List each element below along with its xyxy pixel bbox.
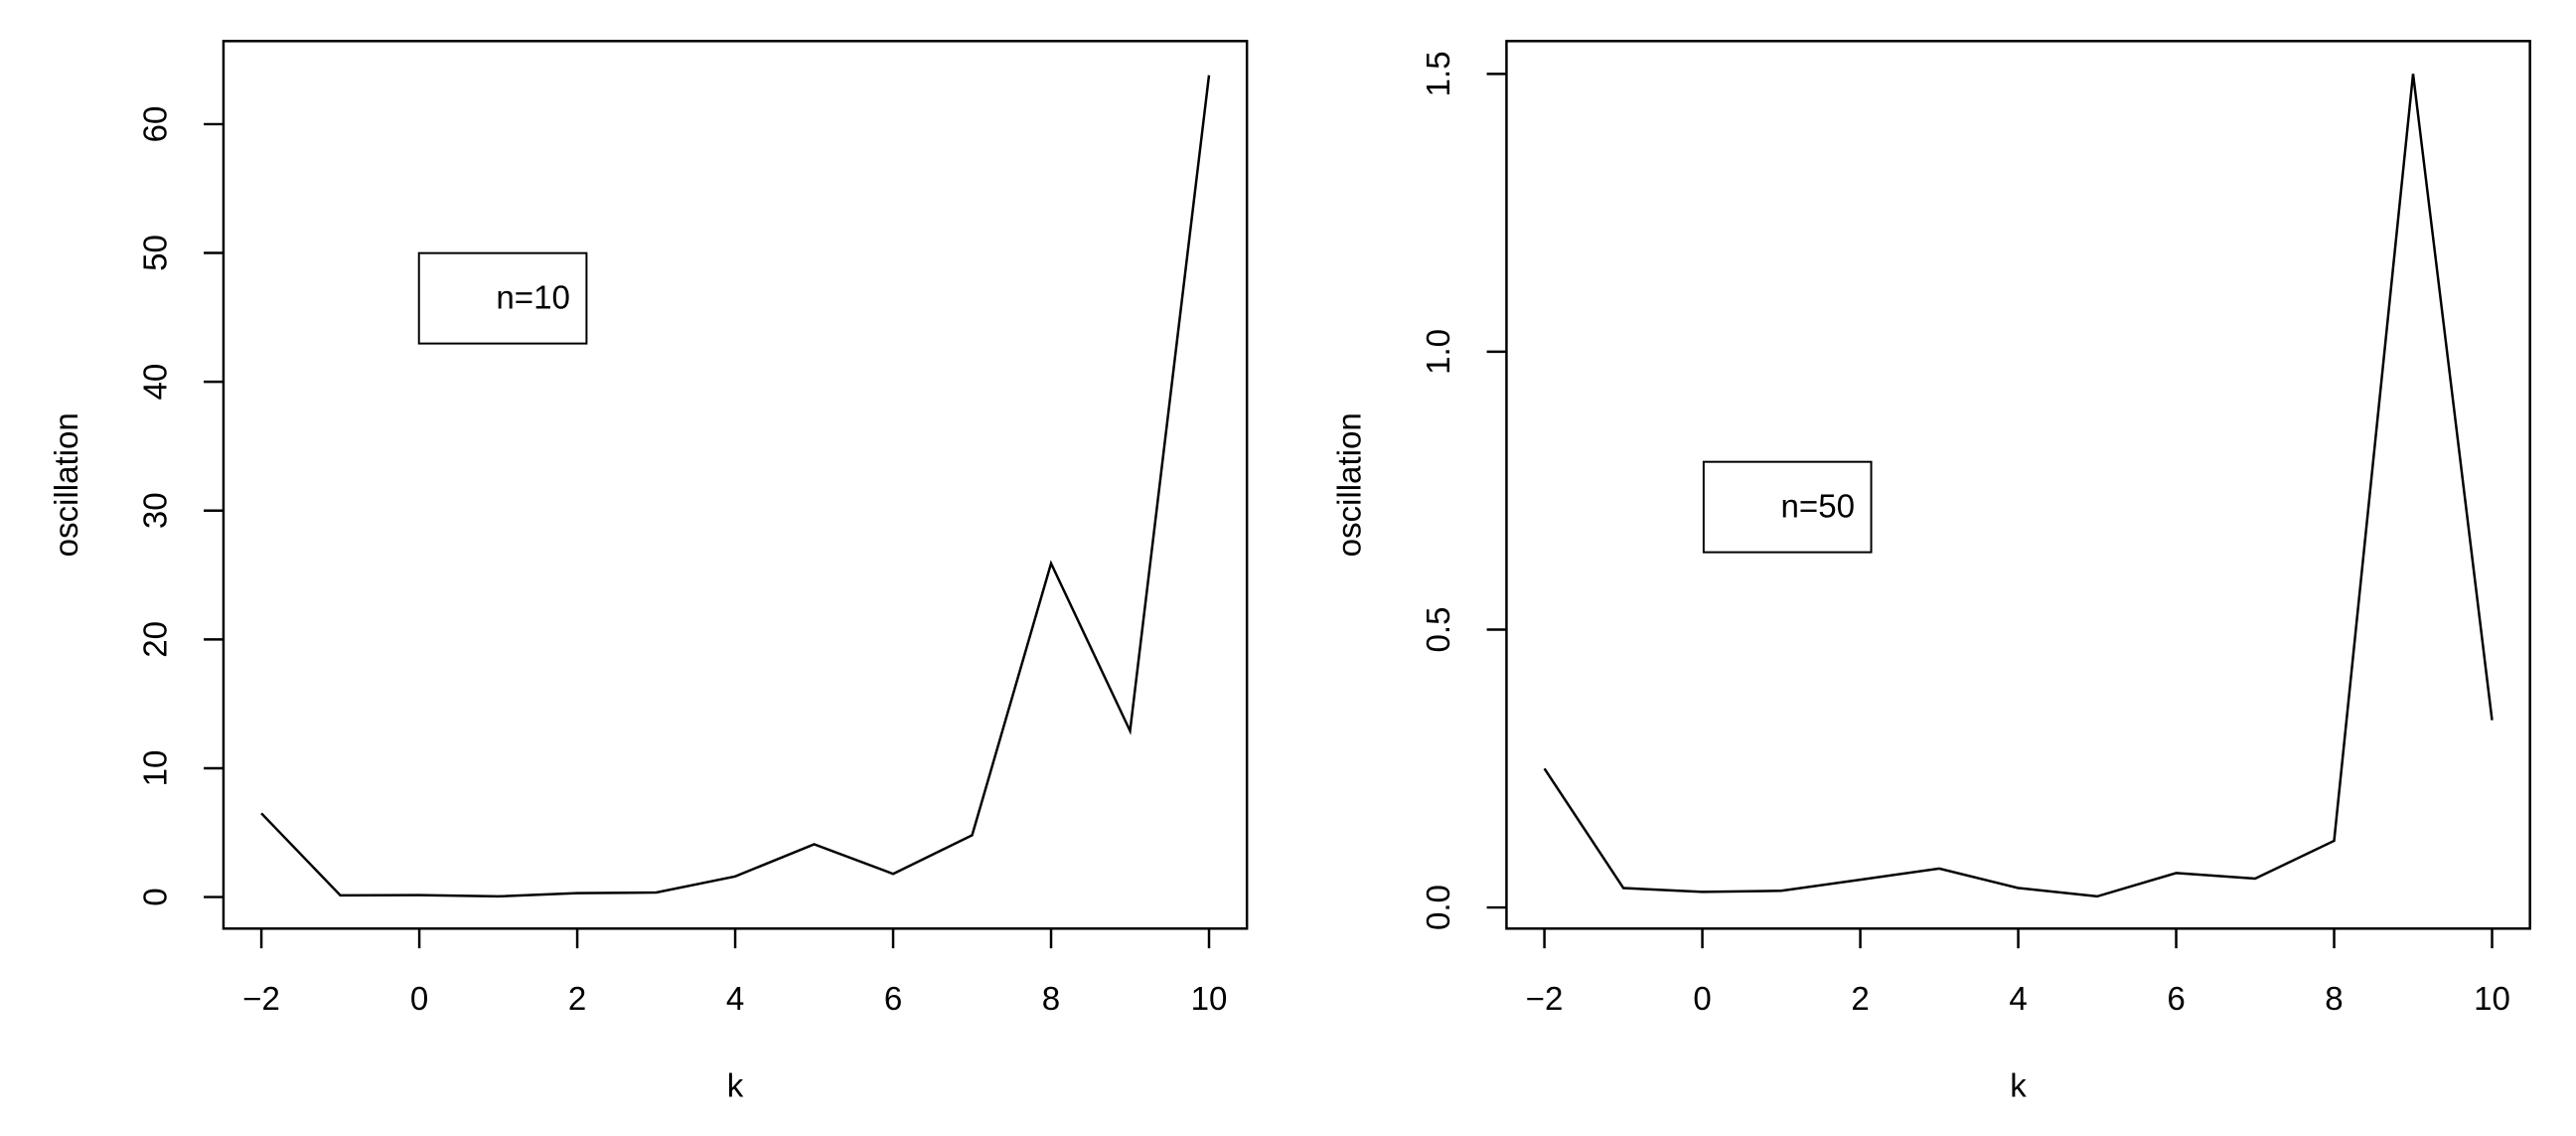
y-tick-label: 30 — [138, 492, 175, 529]
x-tick-label: 0 — [410, 981, 428, 1018]
y-tick-label: 60 — [138, 106, 175, 143]
y-tick-label: 0.5 — [1421, 607, 1457, 653]
y-tick-label: 1.0 — [1421, 329, 1457, 375]
x-tick-label: 8 — [1042, 981, 1060, 1018]
plot-frame — [1505, 40, 2531, 930]
y-tick-label: 0 — [138, 888, 175, 905]
x-tick-label: 2 — [568, 981, 586, 1018]
x-tick-label: 4 — [2009, 981, 2027, 1018]
x-tick-label: 4 — [726, 981, 744, 1018]
legend-label: n=10 — [496, 280, 569, 317]
x-tick-label: 10 — [2474, 981, 2510, 1018]
chart-panel: −2 0 2 4 6 8 10 0.0 0.5 1.0 1.5 k oscillation n=50 — [1332, 40, 2531, 1104]
x-tick-label: 6 — [884, 981, 902, 1018]
x-tick-label: 8 — [2325, 981, 2343, 1018]
x-axis-label: k — [2010, 1067, 2027, 1104]
chart-panel: −2 0 2 4 6 8 10 0 10 20 30 40 50 60 k oscillation n=10 — [49, 40, 1249, 1104]
data-line — [260, 75, 1211, 898]
plot-frame — [222, 40, 1249, 930]
y-tick-label: 0.0 — [1421, 885, 1457, 930]
y-axis-label: oscillation — [49, 412, 85, 557]
legend-box — [1702, 460, 1873, 554]
x-tick-label: 0 — [1693, 981, 1711, 1018]
x-axis-label: k — [727, 1067, 744, 1104]
y-tick-label: 10 — [138, 750, 175, 787]
data-line — [1543, 74, 2494, 898]
legend-box — [417, 251, 588, 345]
y-tick-label: 50 — [138, 235, 175, 271]
legend-label: n=50 — [1781, 489, 1855, 526]
x-tick-label: 10 — [1191, 981, 1228, 1018]
x-tick-label: 6 — [2167, 981, 2185, 1018]
y-axis-label: oscillation — [1332, 412, 1369, 557]
x-tick-label: −2 — [242, 981, 280, 1018]
y-tick-label: 40 — [138, 364, 175, 401]
y-tick-label: 1.5 — [1421, 51, 1457, 96]
x-tick-label: 2 — [1851, 981, 1869, 1018]
x-tick-label: −2 — [1526, 981, 1564, 1018]
y-tick-label: 20 — [138, 621, 175, 658]
